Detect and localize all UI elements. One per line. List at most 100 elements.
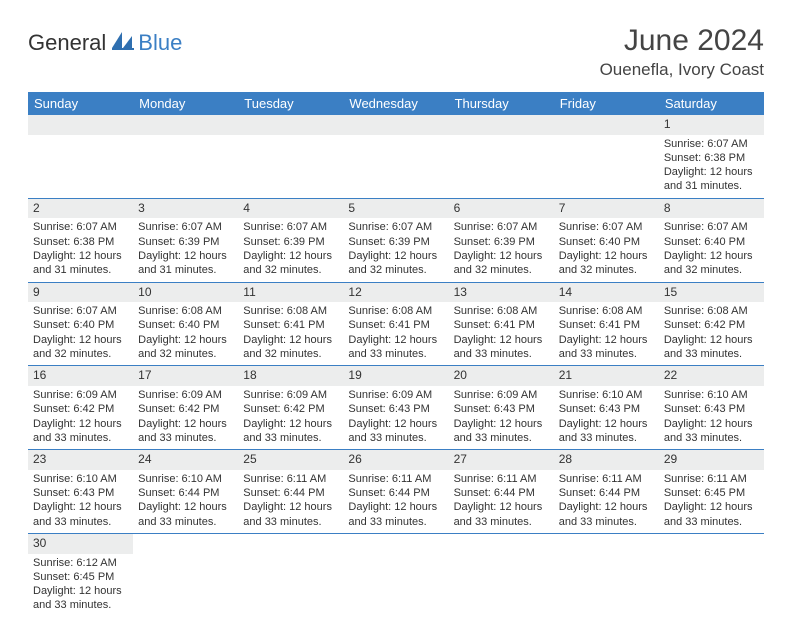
day-content: Sunrise: 6:07 AMSunset: 6:40 PMDaylight:… [554,218,659,281]
daynum-bar [343,115,448,135]
weekday-header: Wednesday [343,92,448,115]
daylight-line-1: Daylight: 12 hours [348,417,443,431]
daynum-bar [238,115,343,135]
daylight-line-1: Daylight: 12 hours [559,249,654,263]
daylight-line-2: and 32 minutes. [454,263,549,277]
sunset-line: Sunset: 6:43 PM [559,402,654,416]
sunrise-line: Sunrise: 6:09 AM [454,388,549,402]
calendar-day-cell: 5Sunrise: 6:07 AMSunset: 6:39 PMDaylight… [343,198,448,282]
daylight-line-2: and 32 minutes. [243,347,338,361]
day-number: 2 [28,199,133,219]
sunset-line: Sunset: 6:45 PM [33,570,128,584]
calendar-day-cell: 7Sunrise: 6:07 AMSunset: 6:40 PMDaylight… [554,198,659,282]
calendar-day-cell: 10Sunrise: 6:08 AMSunset: 6:40 PMDayligh… [133,282,238,366]
sunset-line: Sunset: 6:41 PM [348,318,443,332]
daylight-line-1: Daylight: 12 hours [348,249,443,263]
sunset-line: Sunset: 6:41 PM [243,318,338,332]
daylight-line-2: and 33 minutes. [559,515,654,529]
daylight-line-1: Daylight: 12 hours [243,249,338,263]
daylight-line-2: and 33 minutes. [348,515,443,529]
calendar-day-cell: 26Sunrise: 6:11 AMSunset: 6:44 PMDayligh… [343,450,448,534]
sunrise-line: Sunrise: 6:12 AM [33,556,128,570]
daylight-line-2: and 31 minutes. [138,263,233,277]
month-title: June 2024 [600,24,764,58]
sunset-line: Sunset: 6:41 PM [454,318,549,332]
daynum-bar [28,115,133,135]
calendar-empty-cell [28,115,133,198]
sunrise-line: Sunrise: 6:07 AM [348,220,443,234]
sunset-line: Sunset: 6:43 PM [348,402,443,416]
sunset-line: Sunset: 6:39 PM [138,235,233,249]
daylight-line-1: Daylight: 12 hours [33,333,128,347]
day-content: Sunrise: 6:07 AMSunset: 6:39 PMDaylight:… [238,218,343,281]
sunrise-line: Sunrise: 6:07 AM [33,304,128,318]
daylight-line-1: Daylight: 12 hours [138,500,233,514]
daylight-line-2: and 32 minutes. [348,263,443,277]
weekday-header: Tuesday [238,92,343,115]
calendar-day-cell: 22Sunrise: 6:10 AMSunset: 6:43 PMDayligh… [659,366,764,450]
sunset-line: Sunset: 6:40 PM [559,235,654,249]
calendar-day-cell: 1Sunrise: 6:07 AMSunset: 6:38 PMDaylight… [659,115,764,198]
daylight-line-2: and 32 minutes. [664,263,759,277]
calendar-day-cell: 4Sunrise: 6:07 AMSunset: 6:39 PMDaylight… [238,198,343,282]
daylight-line-1: Daylight: 12 hours [454,249,549,263]
day-content: Sunrise: 6:09 AMSunset: 6:42 PMDaylight:… [133,386,238,449]
calendar-empty-cell [554,533,659,616]
calendar-day-cell: 14Sunrise: 6:08 AMSunset: 6:41 PMDayligh… [554,282,659,366]
day-content: Sunrise: 6:08 AMSunset: 6:41 PMDaylight:… [449,302,554,365]
daylight-line-1: Daylight: 12 hours [33,500,128,514]
day-content: Sunrise: 6:09 AMSunset: 6:42 PMDaylight:… [238,386,343,449]
sunset-line: Sunset: 6:39 PM [243,235,338,249]
daylight-line-1: Daylight: 12 hours [664,333,759,347]
sunset-line: Sunset: 6:42 PM [33,402,128,416]
day-number: 23 [28,450,133,470]
daylight-line-1: Daylight: 12 hours [664,249,759,263]
sunrise-line: Sunrise: 6:07 AM [454,220,549,234]
day-number: 15 [659,283,764,303]
day-number: 3 [133,199,238,219]
daylight-line-2: and 33 minutes. [243,515,338,529]
daynum-bar [554,115,659,135]
day-content: Sunrise: 6:09 AMSunset: 6:43 PMDaylight:… [449,386,554,449]
weekday-header: Sunday [28,92,133,115]
sunrise-line: Sunrise: 6:10 AM [664,388,759,402]
daylight-line-2: and 33 minutes. [243,431,338,445]
sunset-line: Sunset: 6:45 PM [664,486,759,500]
calendar-empty-cell [343,533,448,616]
daylight-line-1: Daylight: 12 hours [454,333,549,347]
day-content: Sunrise: 6:08 AMSunset: 6:41 PMDaylight:… [554,302,659,365]
sunset-line: Sunset: 6:43 PM [454,402,549,416]
day-number: 28 [554,450,659,470]
sunrise-line: Sunrise: 6:07 AM [33,220,128,234]
sunrise-line: Sunrise: 6:08 AM [454,304,549,318]
day-number: 21 [554,366,659,386]
day-number: 6 [449,199,554,219]
daylight-line-2: and 33 minutes. [664,347,759,361]
daylight-line-2: and 32 minutes. [243,263,338,277]
day-content: Sunrise: 6:09 AMSunset: 6:42 PMDaylight:… [28,386,133,449]
day-content: Sunrise: 6:11 AMSunset: 6:44 PMDaylight:… [238,470,343,533]
daylight-line-1: Daylight: 12 hours [559,333,654,347]
sunrise-line: Sunrise: 6:09 AM [243,388,338,402]
calendar-body: 1Sunrise: 6:07 AMSunset: 6:38 PMDaylight… [28,115,764,617]
day-number: 16 [28,366,133,386]
weekday-header: Saturday [659,92,764,115]
daylight-line-2: and 31 minutes. [33,263,128,277]
calendar-week-row: 23Sunrise: 6:10 AMSunset: 6:43 PMDayligh… [28,450,764,534]
sunset-line: Sunset: 6:40 PM [664,235,759,249]
daylight-line-1: Daylight: 12 hours [454,500,549,514]
calendar-day-cell: 29Sunrise: 6:11 AMSunset: 6:45 PMDayligh… [659,450,764,534]
day-content: Sunrise: 6:07 AMSunset: 6:39 PMDaylight:… [133,218,238,281]
calendar-empty-cell [343,115,448,198]
day-content: Sunrise: 6:11 AMSunset: 6:44 PMDaylight:… [449,470,554,533]
calendar-day-cell: 23Sunrise: 6:10 AMSunset: 6:43 PMDayligh… [28,450,133,534]
day-number: 10 [133,283,238,303]
daylight-line-2: and 33 minutes. [454,347,549,361]
sunrise-line: Sunrise: 6:07 AM [664,220,759,234]
daylight-line-1: Daylight: 12 hours [138,333,233,347]
calendar-day-cell: 19Sunrise: 6:09 AMSunset: 6:43 PMDayligh… [343,366,448,450]
sail-icon [112,30,134,56]
day-content: Sunrise: 6:07 AMSunset: 6:40 PMDaylight:… [28,302,133,365]
sunset-line: Sunset: 6:39 PM [454,235,549,249]
calendar-day-cell: 6Sunrise: 6:07 AMSunset: 6:39 PMDaylight… [449,198,554,282]
